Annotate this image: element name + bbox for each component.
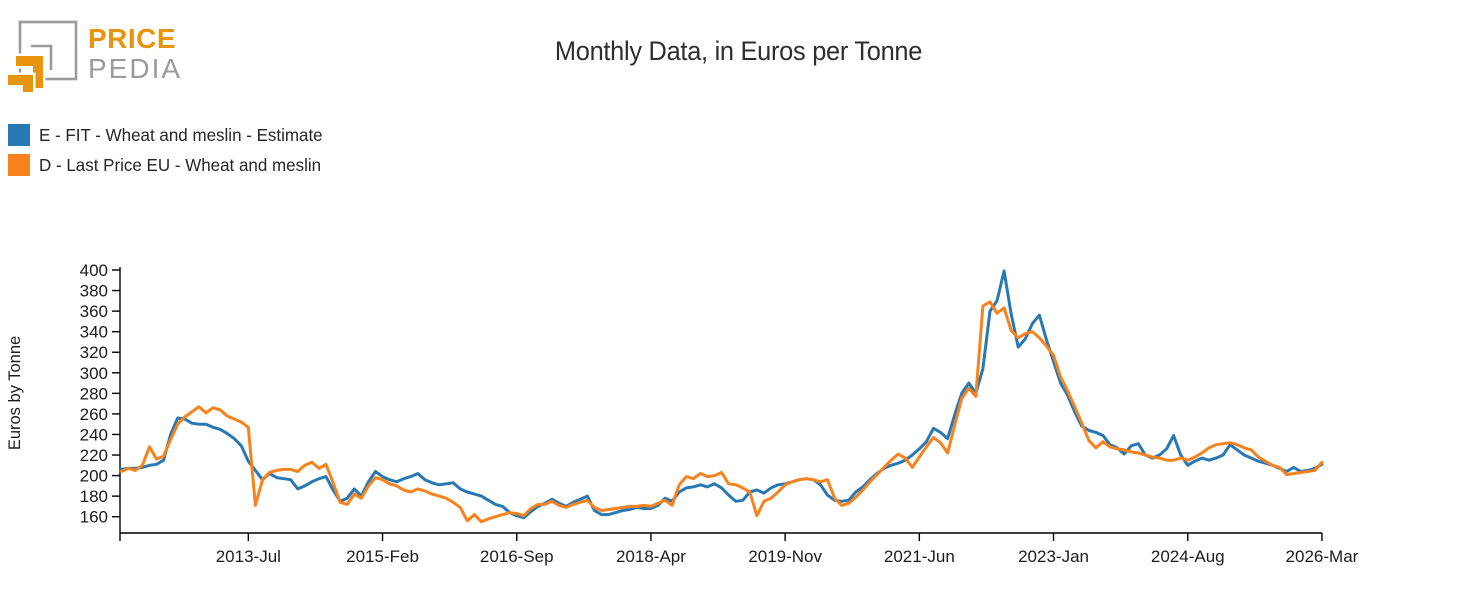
logo-text-pedia: PEDIA (88, 53, 182, 84)
x-axis-tick-label: 2013-Jul (216, 547, 281, 566)
y-axis-tick-label: 300 (80, 364, 108, 383)
x-axis-tick-label: 2015-Feb (346, 547, 419, 566)
y-axis-title: Euros by Tonne (6, 336, 24, 450)
y-axis-tick-label: 280 (80, 384, 108, 403)
logo-orange-bracket-small (8, 75, 33, 92)
y-axis-tick-label: 380 (80, 282, 108, 301)
y-axis-tick-label: 360 (80, 302, 108, 321)
y-axis-tick-label: 400 (80, 261, 108, 280)
legend-item[interactable]: D - Last Price EU - Wheat and meslin (8, 150, 331, 180)
logo-inner-bracket (31, 44, 53, 70)
x-axis-tick-label: 2019-Nov (748, 547, 822, 566)
chart-legend: E - FIT - Wheat and meslin - Estimate D -… (8, 120, 331, 180)
y-axis-tick-label: 260 (80, 405, 108, 424)
y-axis-tick-label: 320 (80, 343, 108, 362)
y-axis-tick-label: 220 (80, 446, 108, 465)
series-line-last-price[interactable] (119, 300, 1324, 524)
legend-swatch (8, 154, 30, 176)
x-axis-tick-label: 2021-Jun (884, 547, 955, 566)
x-axis-tick-label: 2016-Sep (480, 547, 554, 566)
legend-swatch (8, 124, 30, 146)
pricepedia-logo-mark (8, 20, 78, 92)
legend-label: E - FIT - Wheat and meslin - Estimate (39, 124, 323, 145)
legend-label: D - Last Price EU - Wheat and meslin (39, 154, 322, 175)
series-line-estimate[interactable] (119, 269, 1324, 520)
y-axis-tick-label: 180 (80, 487, 108, 506)
legend-item[interactable]: E - FIT - Wheat and meslin - Estimate (8, 120, 331, 150)
x-axis-tick-label: 2026-Mar (1286, 547, 1359, 566)
x-axis-tick-label: 2024-Aug (1151, 547, 1225, 566)
y-axis-tick-label: 240 (80, 425, 108, 444)
pricepedia-logo: PRICE PEDIA (8, 20, 182, 92)
y-axis-tick-label: 340 (80, 323, 108, 342)
y-axis-tick-label: 200 (80, 467, 108, 486)
x-axis-tick-label: 2023-Jan (1018, 547, 1089, 566)
logo-orange-bracket-large (16, 56, 43, 88)
logo-text-price: PRICE (88, 23, 176, 54)
logo-outer-square (18, 20, 78, 81)
x-axis-tick-label: 2018-Apr (616, 547, 686, 566)
chart-title: Monthly Data, in Euros per Tonne (554, 36, 923, 66)
y-axis-tick-label: 160 (80, 508, 108, 527)
